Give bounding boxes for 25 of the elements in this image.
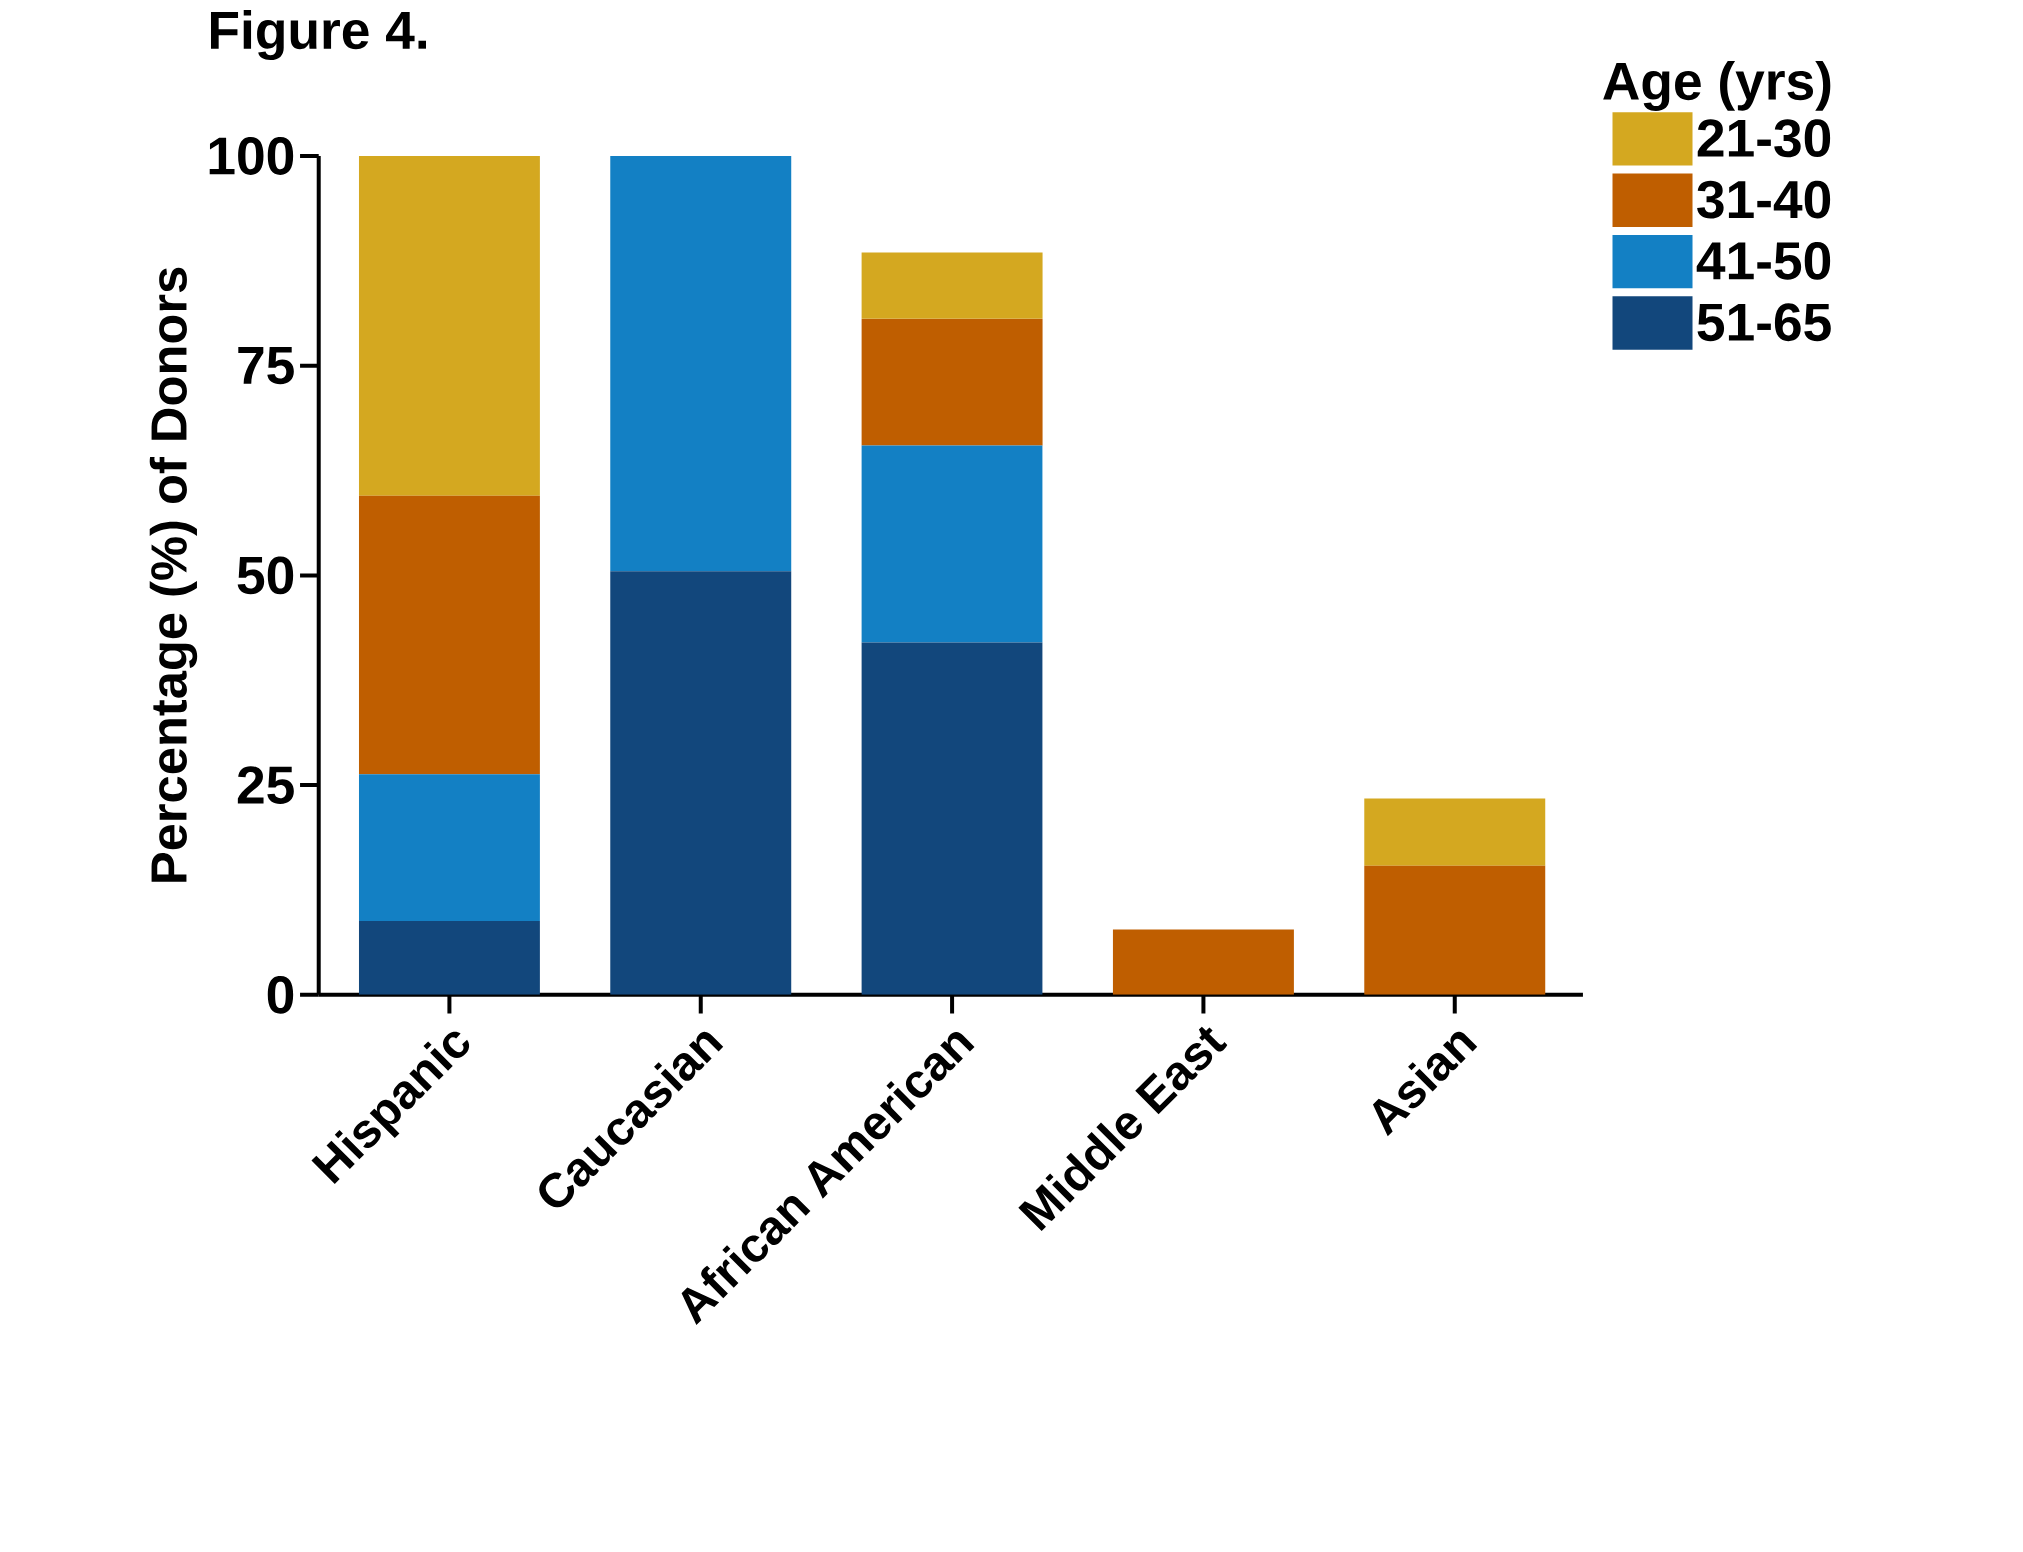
legend-title: Age (yrs) bbox=[1603, 60, 1831, 111]
y-tick-label: 100 bbox=[209, 137, 294, 175]
bar bbox=[1364, 865, 1546, 995]
bar bbox=[861, 445, 1043, 643]
y-axis-title: Percentage (%) of Donors bbox=[149, 267, 198, 882]
bar bbox=[610, 571, 792, 995]
legend-label: 31-40 bbox=[1697, 180, 1831, 219]
bar bbox=[358, 920, 540, 995]
bar bbox=[1364, 798, 1546, 866]
bar bbox=[861, 318, 1043, 446]
y-tick-label: 50 bbox=[237, 556, 294, 595]
chart-title: Figure 4. bbox=[210, 9, 427, 60]
legend-label: 51-65 bbox=[1697, 303, 1831, 341]
y-tick-label: 75 bbox=[238, 346, 294, 385]
bar bbox=[610, 155, 792, 572]
y-tick-label: 25 bbox=[237, 766, 294, 804]
legend-label: 41-50 bbox=[1696, 241, 1831, 280]
bar bbox=[861, 252, 1043, 319]
bar bbox=[861, 642, 1043, 995]
y-tick-label: 0 bbox=[267, 975, 294, 1014]
legend-label: 21-30 bbox=[1697, 119, 1831, 158]
bar bbox=[358, 774, 540, 921]
bar bbox=[358, 495, 540, 775]
bar bbox=[358, 155, 540, 496]
bar bbox=[1112, 929, 1294, 995]
